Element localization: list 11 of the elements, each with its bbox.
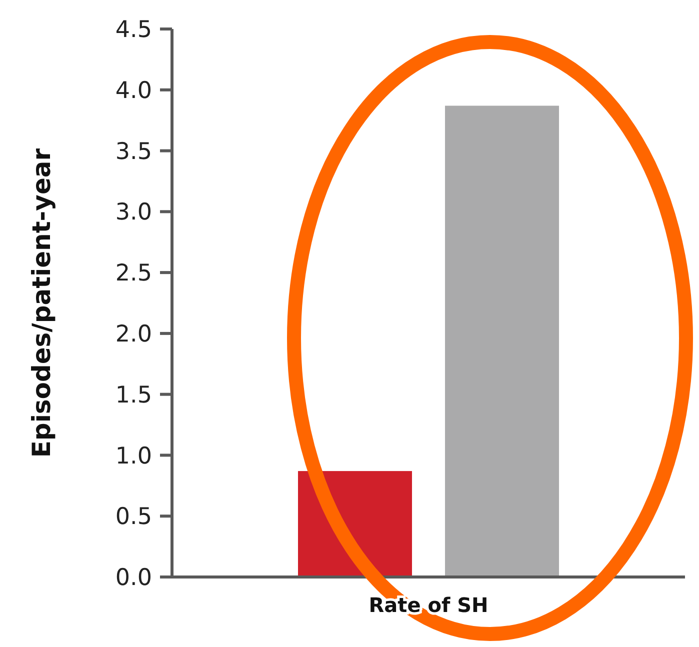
y-tick-label: 4.5 <box>115 17 152 44</box>
y-tick-label: 3.5 <box>115 138 152 165</box>
y-axis-title: Episodes/patient-year <box>27 148 56 458</box>
y-tick-label: 1.5 <box>115 382 152 408</box>
y-tick-label: 3.0 <box>115 200 152 226</box>
y-tick-label: 4.0 <box>115 78 152 104</box>
y-tick-label: 0.5 <box>115 504 152 530</box>
y-tick-label: 2.0 <box>115 321 152 348</box>
y-tick-label: 1.0 <box>115 443 152 470</box>
y-tick-label: 0.0 <box>115 565 152 592</box>
y-tick-label: 2.5 <box>115 260 152 287</box>
